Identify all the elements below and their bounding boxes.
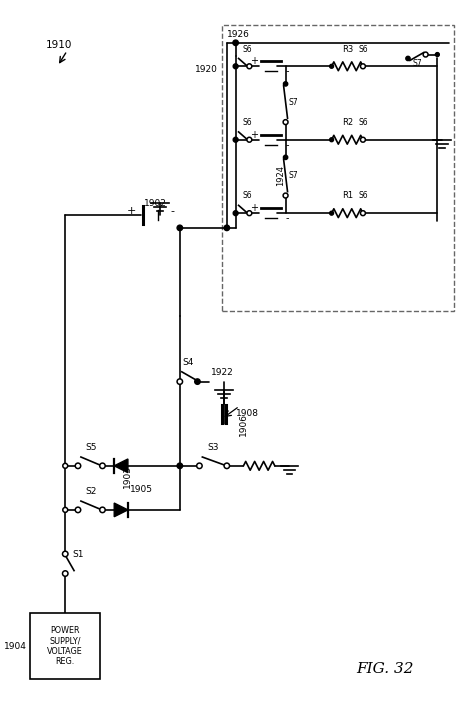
Circle shape [329,211,334,215]
Circle shape [75,507,81,513]
Text: 1908: 1908 [236,409,259,418]
Text: 1926: 1926 [227,30,250,39]
Polygon shape [114,459,128,473]
Circle shape [283,193,288,198]
Circle shape [100,507,105,513]
Circle shape [224,463,229,468]
Circle shape [436,52,439,57]
Circle shape [63,507,68,513]
Text: S6: S6 [358,192,368,200]
Text: 1924: 1924 [275,166,284,187]
Text: -: - [286,66,289,76]
Text: S6: S6 [243,192,252,200]
Text: +: + [250,130,258,140]
Circle shape [233,211,238,216]
Circle shape [406,57,410,60]
Circle shape [329,138,334,142]
Text: S1: S1 [72,550,83,559]
Circle shape [283,120,288,125]
Circle shape [177,463,182,468]
Circle shape [361,211,365,216]
Text: S6: S6 [358,44,368,54]
Circle shape [361,137,365,142]
Text: R3: R3 [342,44,353,54]
Circle shape [233,40,238,46]
Circle shape [195,379,200,384]
Bar [30,613,100,680]
Text: S7: S7 [413,60,423,68]
Text: S3: S3 [207,443,219,452]
Circle shape [63,571,68,576]
Text: S6: S6 [243,44,252,54]
Circle shape [247,137,252,142]
Text: FIG. 32: FIG. 32 [357,661,414,675]
Circle shape [233,137,238,142]
Bar [222,25,454,311]
Text: 1920: 1920 [195,65,218,74]
Circle shape [283,82,288,86]
Polygon shape [114,503,128,517]
Text: S4: S4 [182,358,193,367]
Circle shape [63,463,68,468]
Text: -: - [286,213,289,223]
Text: 1922: 1922 [211,367,234,377]
Circle shape [233,64,238,69]
Circle shape [177,225,182,231]
Text: +: + [250,57,258,66]
Text: -: - [170,206,174,216]
Circle shape [197,463,202,468]
Circle shape [100,463,105,468]
Circle shape [247,64,252,69]
Text: +: + [250,203,258,213]
Circle shape [329,65,334,68]
Text: 1905: 1905 [130,486,153,494]
Text: 1906: 1906 [238,413,247,436]
Text: S5: S5 [85,443,96,452]
Text: 1902: 1902 [144,200,167,208]
Text: 1904: 1904 [4,642,27,650]
Circle shape [75,463,81,468]
Circle shape [423,52,428,57]
Circle shape [177,379,182,384]
Circle shape [283,155,288,160]
Text: POWER
SUPPLY/
VOLTAGE
REG.: POWER SUPPLY/ VOLTAGE REG. [47,626,83,666]
Text: S6: S6 [358,118,368,127]
Text: 1903: 1903 [123,465,132,489]
Text: S6: S6 [243,118,252,127]
Circle shape [247,211,252,216]
Text: S2: S2 [85,487,96,496]
Text: R2: R2 [342,118,353,127]
Circle shape [63,551,68,557]
Text: -: - [286,139,289,150]
Text: S7: S7 [289,171,298,181]
Circle shape [224,225,229,231]
Text: 1910: 1910 [46,40,72,50]
Text: R1: R1 [342,192,353,200]
Text: S7: S7 [289,98,298,107]
Text: +: + [127,206,137,216]
Circle shape [361,64,365,69]
